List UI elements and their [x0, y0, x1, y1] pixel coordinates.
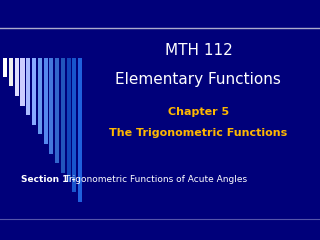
Bar: [55, 58, 59, 163]
Text: Chapter 5: Chapter 5: [168, 107, 229, 117]
Bar: [72, 58, 76, 192]
Bar: [49, 58, 53, 154]
Text: The Trigonometric Functions: The Trigonometric Functions: [109, 128, 288, 138]
Bar: [26, 58, 30, 115]
Text: Trigonometric Functions of Acute Angles: Trigonometric Functions of Acute Angles: [62, 175, 248, 185]
Bar: [9, 58, 13, 86]
Text: Elementary Functions: Elementary Functions: [116, 72, 281, 87]
Bar: [20, 58, 25, 106]
Bar: [44, 58, 48, 144]
Text: MTH 112: MTH 112: [164, 43, 232, 58]
Bar: [38, 58, 42, 134]
Bar: [67, 58, 71, 182]
Bar: [61, 58, 65, 173]
Bar: [78, 58, 82, 202]
Bar: [15, 58, 19, 96]
Text: Section 1 -: Section 1 -: [21, 175, 75, 185]
Bar: [32, 58, 36, 125]
Bar: [3, 58, 7, 77]
